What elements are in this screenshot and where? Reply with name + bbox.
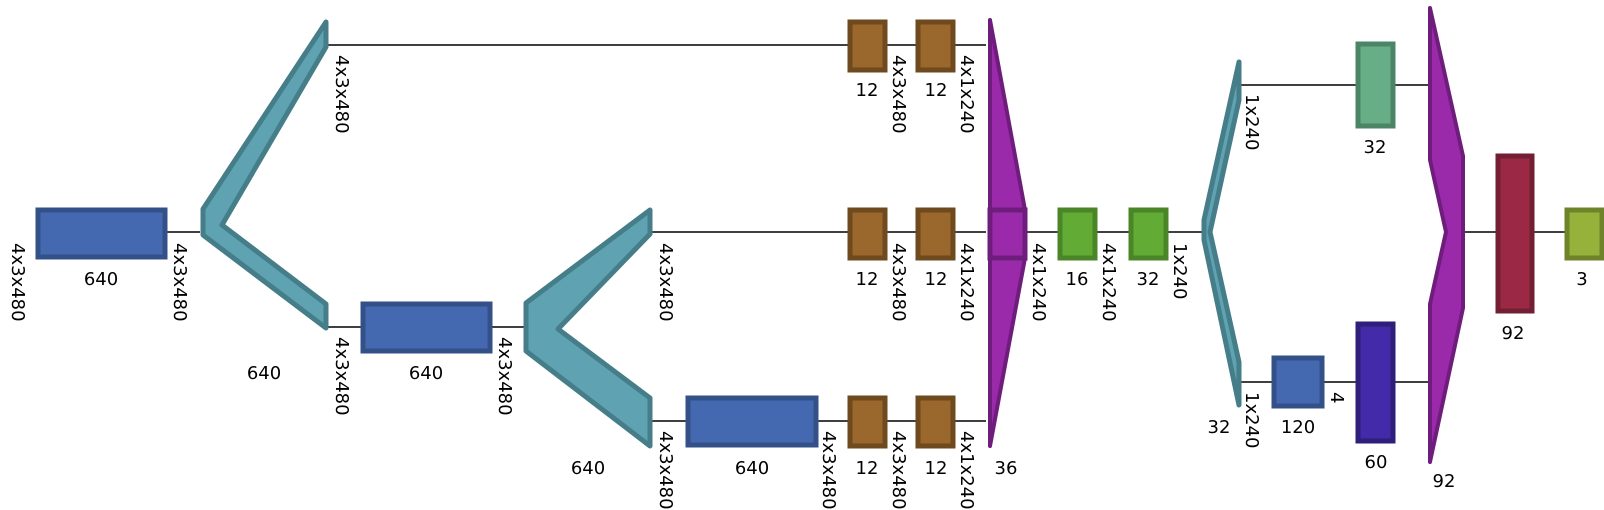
- conv-top-b-out-label: 4x1x240: [956, 55, 977, 134]
- dense-layer-3: [685, 395, 819, 448]
- conv-mid-a: [847, 207, 888, 261]
- output-layer: [1564, 207, 1604, 261]
- dense4-units-label: 120: [1281, 417, 1315, 438]
- dense-layer-4: [1271, 355, 1325, 409]
- shape-labels: 4x3x480 4x3x480 4x3x480 4x3x480 4x3x480 …: [7, 55, 1347, 510]
- lightgreen-layer: [1355, 41, 1396, 129]
- split3-top-out-label: 1x240: [1241, 94, 1262, 150]
- split1-units-label: 640: [247, 363, 281, 384]
- concat-layer-1-body: [987, 207, 1028, 261]
- green-layer-2: [1128, 207, 1169, 261]
- split-layer-3: [1201, 59, 1242, 408]
- conv-mid-a-out-label: 4x3x480: [888, 243, 909, 322]
- conv-mid-b-units-label: 12: [925, 269, 948, 290]
- lightgreen-units-label: 32: [1364, 137, 1387, 158]
- conv-bot-a-out-label: 4x3x480: [888, 431, 909, 510]
- crimson-layer: [1495, 153, 1535, 314]
- conv-top-a: [847, 19, 888, 73]
- conv-mid-b-out-label: 4x1x240: [956, 243, 977, 322]
- conv-top-a-units-label: 12: [856, 80, 879, 101]
- dense-layer-1: [35, 207, 168, 260]
- conv-bot-b: [915, 395, 956, 449]
- indigo-units-label: 60: [1365, 452, 1388, 473]
- dense3-units-label: 640: [735, 458, 769, 479]
- dense2-out-label: 4x3x480: [494, 337, 515, 416]
- conv-top-b: [915, 19, 956, 73]
- conv-bot-b-out-label: 4x1x240: [956, 431, 977, 510]
- edges: [165, 44, 1567, 422]
- split3-bottom-out-label: 1x240: [1241, 392, 1262, 448]
- green1-out-label: 4x1x240: [1098, 243, 1119, 322]
- conv-mid-a-units-label: 12: [856, 269, 879, 290]
- green2-out-label: 1x240: [1169, 243, 1190, 299]
- split1-bottom-out-label: 4x3x480: [331, 337, 352, 416]
- unit-labels: 640 640 640 640 640 12 12 12 12 12 12 36…: [84, 80, 1588, 492]
- conv-top-b-units-label: 12: [925, 80, 948, 101]
- split2-units-label: 640: [571, 458, 605, 479]
- conv-bot-a: [847, 395, 888, 449]
- green1-units-label: 16: [1066, 269, 1089, 290]
- concat1-out-label: 4x1x240: [1028, 243, 1049, 322]
- conv-top-a-out-label: 4x3x480: [888, 55, 909, 134]
- input-shape-label: 4x3x480: [7, 243, 28, 322]
- split2-bottom-out-label: 4x3x480: [655, 431, 676, 510]
- split3-units-label: 32: [1208, 417, 1231, 438]
- split-layer-2: [523, 207, 653, 449]
- split2-top-out-label: 4x3x480: [655, 243, 676, 322]
- conv-bot-b-units-label: 12: [925, 458, 948, 479]
- dense1-units-label: 640: [84, 269, 118, 290]
- green-layer-1: [1057, 207, 1098, 261]
- conv-mid-b: [915, 207, 956, 261]
- green2-units-label: 32: [1137, 269, 1160, 290]
- dense2-units-label: 640: [409, 363, 443, 384]
- split-layer-1: [200, 19, 329, 331]
- dense-layer-2: [360, 301, 493, 354]
- dense4-out-label: 4: [1326, 392, 1347, 403]
- split1-top-out-label: 4x3x480: [331, 55, 352, 134]
- output-units-label: 3: [1576, 269, 1587, 290]
- dense3-out-label: 4x3x480: [818, 431, 839, 510]
- concat-layer-2: [1428, 6, 1465, 464]
- indigo-layer: [1355, 321, 1396, 444]
- concat2-units-label: 92: [1433, 471, 1456, 492]
- dense1-out-label: 4x3x480: [169, 243, 190, 322]
- conv-bot-a-units-label: 12: [856, 458, 879, 479]
- crimson-units-label: 92: [1502, 323, 1525, 344]
- concat1-units-label: 36: [995, 458, 1018, 479]
